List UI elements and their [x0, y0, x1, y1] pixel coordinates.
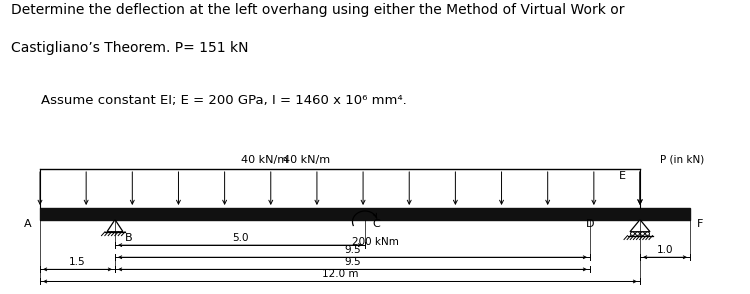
Text: Assume constant EI; E = 200 GPa, I = 1460 x 10⁶ mm⁴.: Assume constant EI; E = 200 GPa, I = 146…	[41, 94, 407, 107]
Text: E: E	[619, 171, 626, 181]
Text: 1.0: 1.0	[657, 245, 674, 255]
Text: Castigliano’s Theorem. P= 151 kN: Castigliano’s Theorem. P= 151 kN	[11, 41, 249, 55]
Text: 200 kNm: 200 kNm	[352, 237, 398, 247]
Circle shape	[631, 232, 634, 235]
Text: 12.0 m: 12.0 m	[322, 269, 358, 279]
Text: 9.5: 9.5	[344, 257, 361, 267]
Text: 40 kN/m: 40 kN/m	[283, 155, 330, 165]
Polygon shape	[630, 220, 650, 232]
Text: P (in kN): P (in kN)	[660, 155, 705, 165]
Text: Determine the deflection at the left overhang using either the Method of Virtual: Determine the deflection at the left ove…	[11, 3, 625, 17]
Bar	[40, 208, 690, 220]
Text: A: A	[24, 219, 32, 229]
Circle shape	[646, 232, 650, 235]
Text: C: C	[373, 219, 380, 229]
Text: F: F	[697, 219, 703, 229]
Circle shape	[640, 232, 644, 235]
Text: 5.0: 5.0	[232, 233, 248, 243]
Text: D: D	[586, 219, 594, 229]
Text: 40 kN/m: 40 kN/m	[242, 155, 289, 165]
Polygon shape	[107, 220, 123, 232]
Text: 9.5: 9.5	[344, 245, 361, 255]
Text: B: B	[125, 233, 133, 243]
Circle shape	[635, 232, 640, 235]
Text: 1.5: 1.5	[69, 257, 86, 267]
